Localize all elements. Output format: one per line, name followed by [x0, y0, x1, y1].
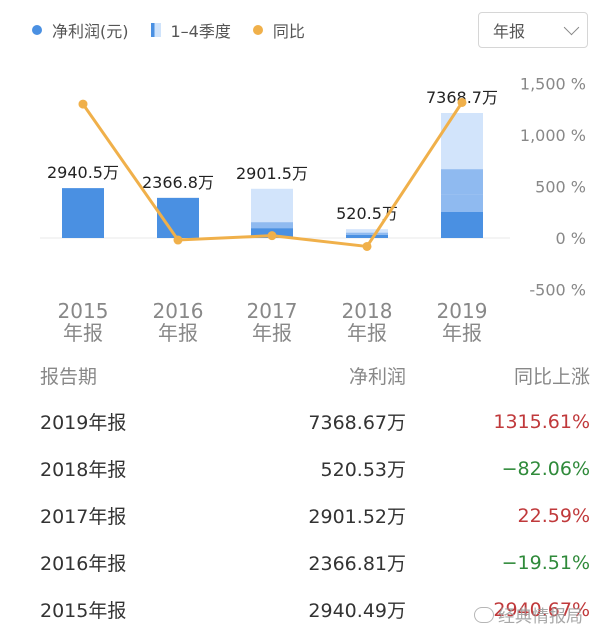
row-yoy: −19.51% — [501, 551, 590, 574]
bar-segment-4-2 — [441, 169, 483, 195]
row-period: 2018年报 — [40, 459, 127, 481]
bar-value-label: 2901.5万 — [236, 164, 308, 183]
legend-label-yoy: 同比 — [272, 22, 305, 41]
report-table: 报告期 净利润 同比上涨 2019年报 7368.67万 1315.61% 20… — [0, 352, 609, 633]
row-period: 2015年报 — [40, 600, 127, 622]
watermark-text: 经典情报局 — [498, 607, 583, 627]
x-tick-label: 2015 — [58, 299, 109, 323]
bar-0 — [62, 188, 104, 238]
header-period: 报告期 — [40, 365, 98, 388]
x-tick-label: 年报 — [63, 321, 103, 345]
legend-swatch-quarters — [150, 23, 161, 37]
table-row[interactable]: 2015年报 2940.49万 2940.67% — [0, 586, 609, 633]
row-profit: 2901.52万 — [308, 506, 406, 528]
period-select[interactable]: 年报 — [478, 12, 588, 48]
legend-label-quarters: 1–4季度 — [170, 22, 231, 41]
y2-tick-label: 500 % — [535, 178, 586, 197]
bar-segment-3-1 — [346, 232, 388, 235]
row-profit: 2366.81万 — [308, 553, 406, 575]
bar-value-label: 2940.5万 — [47, 163, 119, 182]
x-tick-label: 年报 — [252, 321, 292, 345]
yoy-point-4 — [457, 97, 467, 107]
x-tick-label: 2018 — [342, 299, 393, 323]
x-tick-label: 年报 — [347, 321, 387, 345]
watermark: 经典情报局 — [474, 602, 583, 627]
legend-label-net-profit: 净利润(元) — [52, 22, 129, 41]
row-yoy: −82.06% — [501, 457, 590, 480]
legend-dot-orange — [252, 25, 263, 35]
table-row[interactable]: 2016年报 2366.81万 −19.51% — [0, 539, 609, 586]
row-period: 2016年报 — [40, 553, 127, 575]
bar-value-label: 520.5万 — [336, 204, 398, 223]
row-profit: 2940.49万 — [308, 600, 406, 622]
table-row[interactable]: 2017年报 2901.52万 22.59% — [0, 492, 609, 539]
bar-segment-4-0 — [441, 211, 483, 238]
bar-segment-2-1 — [251, 222, 293, 229]
table-header: 报告期 净利润 同比上涨 — [0, 352, 609, 398]
row-period: 2019年报 — [40, 412, 127, 434]
table-row[interactable]: 2019年报 7368.67万 1315.61% — [0, 398, 609, 445]
bar-segment-4-1 — [441, 194, 483, 212]
row-yoy: 22.59% — [517, 504, 590, 527]
row-profit: 7368.67万 — [308, 412, 406, 434]
period-select-value: 年报 — [493, 22, 526, 41]
row-yoy: 1315.61% — [493, 410, 590, 433]
chevron-down-icon — [563, 19, 580, 35]
bar-value-label: 2366.8万 — [142, 173, 214, 192]
yoy-point-3 — [362, 241, 372, 251]
row-yoy: 2940.67% — [493, 598, 590, 621]
bar-segment-3-0 — [346, 234, 388, 238]
y2-tick-label: 0 % — [556, 229, 586, 248]
yoy-point-0 — [78, 99, 88, 109]
bar-value-label: 7368.7万 — [426, 88, 498, 107]
wechat-icon — [474, 606, 494, 623]
y2-tick-label: 1,500 % — [520, 75, 586, 94]
legend-net-profit[interactable]: 净利润(元) — [32, 18, 129, 42]
yoy-point-1 — [173, 235, 183, 245]
header-profit: 净利润 — [348, 365, 406, 388]
table-row[interactable]: 2018年报 520.53万 −82.06% — [0, 445, 609, 492]
x-tick-label: 2017 — [247, 299, 298, 323]
x-tick-label: 2019 — [437, 299, 488, 323]
row-period: 2017年报 — [40, 506, 127, 528]
y2-tick-label: -500 % — [529, 281, 586, 300]
x-tick-label: 年报 — [158, 321, 198, 345]
x-tick-label: 年报 — [442, 321, 482, 345]
legend-yoy[interactable]: 同比 — [252, 18, 305, 42]
x-tick-label: 2016 — [153, 299, 204, 323]
yoy-point-2 — [267, 231, 277, 241]
y2-tick-label: 1,000 % — [520, 126, 586, 145]
chart-legend: 净利润(元) 1–4季度 同比 — [32, 18, 327, 42]
profit-chart: 2940.5万 2366.8万 2901.5万 520.5万 7368.7万 1,500 … — [40, 75, 586, 345]
legend-dot-blue — [32, 25, 42, 35]
row-profit: 520.53万 — [320, 459, 406, 481]
header-yoy: 同比上涨 — [513, 365, 590, 388]
legend-quarters[interactable]: 1–4季度 — [150, 18, 231, 42]
